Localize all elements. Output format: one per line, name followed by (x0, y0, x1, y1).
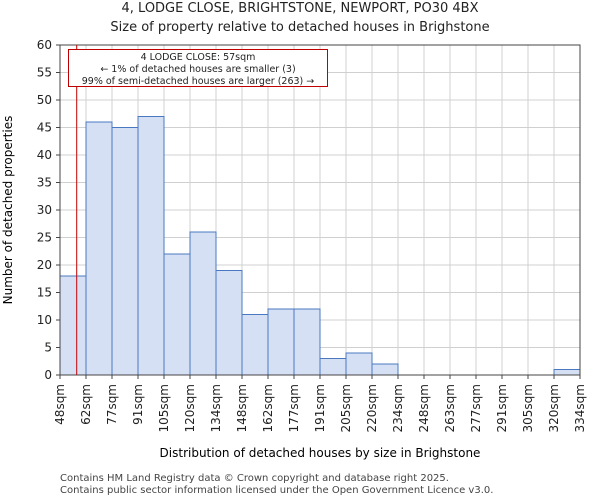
bar-120sqm (189, 231, 217, 376)
x-tick-label: 248sqm (417, 384, 431, 432)
bar-134sqm (215, 270, 243, 376)
y-tick-label: 50 (37, 93, 52, 107)
x-tick-label: 263sqm (443, 384, 457, 432)
x-tick-label: 148sqm (235, 384, 249, 432)
footer-line-2: Contains public sector information licen… (60, 485, 494, 496)
x-tick-label: 234sqm (391, 384, 405, 432)
x-tick-label: 162sqm (261, 384, 275, 432)
bar-48sqm (59, 275, 87, 376)
bar-191sqm (319, 358, 347, 376)
x-tick-label: 62sqm (79, 384, 93, 425)
y-tick-label: 25 (37, 231, 52, 245)
y-tick-label: 60 (37, 38, 52, 52)
x-tick-label: 77sqm (105, 384, 119, 425)
y-axis-label: Number of detached properties (1, 116, 15, 305)
bar-162sqm (267, 308, 295, 376)
x-tick-label: 291sqm (495, 384, 509, 432)
bar-320sqm (553, 369, 581, 376)
x-tick-label: 277sqm (469, 384, 483, 432)
x-tick-label: 177sqm (287, 384, 301, 432)
x-ticks: 48sqm 62sqm 77sqm 91sqm 105sqm 120sqm 134sqm 14… (53, 375, 587, 432)
property-annotation-box: 4 LODGE CLOSE: 57sqm ← 1% of detached ho… (68, 49, 328, 87)
annotation-line-3: 99% of semi-detached houses are larger (… (81, 76, 315, 87)
x-tick-label: 91sqm (131, 384, 145, 425)
bar-105sqm (163, 253, 191, 376)
y-tick-label: 10 (37, 313, 52, 327)
x-tick-label: 205sqm (339, 384, 353, 432)
x-tick-label: 220sqm (365, 384, 379, 432)
bar-91sqm (137, 116, 165, 376)
y-tick-label: 15 (37, 286, 52, 300)
x-tick-label: 305sqm (521, 384, 535, 432)
chart-subtitle: Size of property relative to detached ho… (110, 20, 490, 35)
bar-77sqm (111, 127, 139, 376)
bar-148sqm (241, 314, 269, 376)
bar-62sqm (85, 121, 113, 376)
y-tick-label: 40 (37, 148, 52, 162)
x-tick-label: 48sqm (53, 384, 67, 425)
chart-title: 4, LODGE CLOSE, BRIGHTSTONE, NEWPORT, PO… (121, 1, 479, 16)
x-axis-label: Distribution of detached houses by size … (160, 446, 481, 460)
y-tick-label: 0 (44, 368, 52, 382)
y-tick-label: 30 (37, 203, 52, 217)
bar-220sqm (371, 363, 399, 376)
bars (59, 116, 581, 376)
y-tick-label: 5 (44, 341, 52, 355)
y-ticks: 0 5 10 15 20 25 30 35 40 45 50 55 60 (37, 38, 60, 382)
annotation-line-2: ← 1% of detached houses are smaller (3) (100, 64, 296, 75)
bar-177sqm (293, 308, 321, 376)
x-tick-label: 191sqm (313, 384, 327, 432)
x-tick-label: 120sqm (183, 384, 197, 432)
x-tick-label: 334sqm (573, 384, 587, 432)
annotation-line-1: 4 LODGE CLOSE: 57sqm (140, 52, 256, 63)
y-tick-label: 35 (37, 176, 52, 190)
x-tick-label: 320sqm (547, 384, 561, 432)
y-tick-label: 20 (37, 258, 52, 272)
x-tick-label: 134sqm (209, 384, 223, 432)
footer-line-1: Contains HM Land Registry data © Crown c… (60, 473, 449, 484)
x-tick-label: 105sqm (157, 384, 171, 432)
y-tick-label: 55 (37, 66, 52, 80)
bar-205sqm (345, 352, 373, 376)
y-tick-label: 45 (37, 121, 52, 135)
